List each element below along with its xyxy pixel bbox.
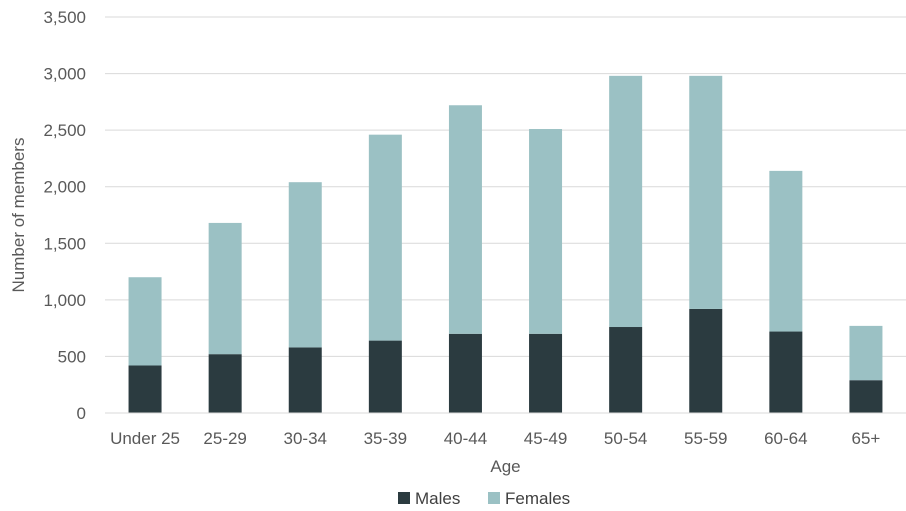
bar-males-4 (448, 333, 482, 413)
y-tick-label: 2,500 (43, 121, 86, 140)
y-axis-ticks: 0 500 1,000 1,500 2,000 2,500 3,000 3,500 (43, 8, 86, 423)
bar-females-2 (288, 182, 322, 348)
bar-females-9 (849, 325, 883, 381)
y-axis-title: Number of members (9, 138, 28, 293)
x-tick-label: Under 25 (110, 429, 180, 448)
bar-females-1 (208, 222, 242, 355)
bar-females-6 (609, 75, 643, 328)
legend-swatch-females (488, 492, 500, 504)
bar-males-9 (849, 380, 883, 413)
bar-females-7 (689, 75, 723, 309)
bar-males-1 (208, 354, 242, 413)
legend-label-females: Females (505, 489, 570, 508)
y-tick-label: 500 (58, 347, 86, 366)
bar-males-5 (529, 333, 563, 413)
x-tick-label: 25-29 (203, 429, 246, 448)
y-tick-label: 2,000 (43, 178, 86, 197)
bars (128, 75, 883, 413)
y-tick-label: 3,000 (43, 65, 86, 84)
y-tick-label: 3,500 (43, 8, 86, 27)
bar-males-2 (288, 347, 322, 413)
x-tick-label: 30-34 (284, 429, 327, 448)
y-tick-label: 1,500 (43, 234, 86, 253)
bar-males-6 (609, 327, 643, 413)
x-tick-label: 40-44 (444, 429, 487, 448)
x-tick-label: 45-49 (524, 429, 567, 448)
x-tick-label: 55-59 (684, 429, 727, 448)
bar-females-4 (448, 105, 482, 334)
x-axis-ticks: Under 25 25-29 30-34 35-39 40-44 45-49 50-54 55… (110, 429, 880, 448)
x-axis-title: Age (490, 457, 520, 476)
x-tick-label: 60-64 (764, 429, 807, 448)
bar-males-0 (128, 365, 162, 413)
bar-males-7 (689, 308, 723, 413)
legend-swatch-males (398, 492, 410, 504)
bar-males-3 (368, 340, 402, 413)
bar-females-8 (769, 170, 803, 332)
bar-males-8 (769, 331, 803, 413)
x-tick-label: 65+ (852, 429, 881, 448)
bar-females-3 (368, 134, 402, 341)
y-tick-label: 1,000 (43, 291, 86, 310)
legend-label-males: Males (415, 489, 460, 508)
bar-females-0 (128, 277, 162, 366)
legend: Males Females (398, 489, 570, 508)
y-tick-label: 0 (77, 404, 86, 423)
bar-females-5 (529, 129, 563, 334)
x-tick-label: 35-39 (364, 429, 407, 448)
x-tick-label: 50-54 (604, 429, 647, 448)
